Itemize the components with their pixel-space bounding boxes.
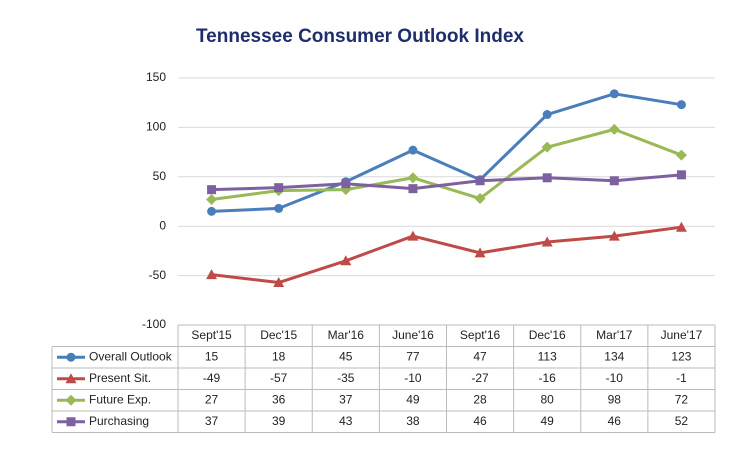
point <box>274 183 284 193</box>
table-value: 47 <box>473 349 487 363</box>
point <box>340 255 352 266</box>
y-tick-label: 100 <box>146 120 166 134</box>
table-value: 113 <box>538 349 557 363</box>
point <box>408 184 418 194</box>
y-tick-label: 0 <box>159 218 166 232</box>
legend-label: Purchasing <box>89 414 149 428</box>
point <box>207 185 217 195</box>
table-value: 18 <box>272 349 286 363</box>
table-value: 134 <box>604 349 624 363</box>
table-value: -57 <box>270 371 288 385</box>
point <box>542 173 552 183</box>
series-line <box>211 92 682 213</box>
legend-label: Present Sit. <box>89 371 151 385</box>
table-value: 98 <box>608 392 622 406</box>
table-value: 38 <box>406 414 420 428</box>
x-tick-label: Mar'16 <box>328 328 365 342</box>
x-tick-label: June'17 <box>661 328 703 342</box>
point <box>341 179 351 189</box>
table-value: -27 <box>471 371 489 385</box>
table-value: 36 <box>272 392 286 406</box>
point <box>609 176 619 186</box>
point <box>675 221 687 232</box>
point <box>608 230 620 241</box>
point <box>608 123 620 135</box>
point <box>66 417 76 427</box>
point <box>408 145 418 155</box>
point <box>542 110 552 120</box>
table-value: -16 <box>539 371 557 385</box>
table-value: -35 <box>337 371 355 385</box>
chart-title: Tennessee Consumer Outlook Index <box>196 26 524 47</box>
x-tick-label: June'16 <box>392 328 434 342</box>
table-value: 52 <box>675 414 689 428</box>
table-value: 80 <box>541 392 555 406</box>
table-value: 39 <box>272 414 286 428</box>
table-value: -10 <box>404 371 422 385</box>
table-value: 27 <box>205 392 219 406</box>
point <box>207 206 217 216</box>
x-tick-label: Sept'16 <box>460 328 501 342</box>
series-line <box>211 127 682 202</box>
point <box>206 194 218 206</box>
point <box>676 170 686 180</box>
point <box>675 149 687 161</box>
point <box>676 100 686 110</box>
y-tick-label: 50 <box>153 169 167 183</box>
point <box>274 203 284 213</box>
table-value: 49 <box>541 414 555 428</box>
table-value: -10 <box>606 371 624 385</box>
point <box>541 141 553 153</box>
point <box>474 193 486 205</box>
series-line <box>211 173 682 192</box>
point <box>407 172 419 184</box>
table-value: 46 <box>608 414 622 428</box>
point <box>407 230 419 241</box>
y-tick-label: -100 <box>142 317 166 331</box>
series-line <box>211 225 682 285</box>
x-tick-label: Sept'15 <box>191 328 232 342</box>
table-value: 15 <box>205 349 219 363</box>
table-value: 77 <box>406 349 420 363</box>
table-value: 123 <box>671 349 691 363</box>
x-tick-label: Mar'17 <box>596 328 633 342</box>
table-value: 45 <box>339 349 353 363</box>
table-value: 49 <box>406 392 420 406</box>
point <box>475 176 485 186</box>
table-value: 43 <box>339 414 353 428</box>
table-value: 72 <box>675 392 689 406</box>
table-value: 37 <box>205 414 219 428</box>
point <box>65 373 77 384</box>
y-tick-label: -50 <box>149 268 167 282</box>
table-value: -49 <box>203 371 221 385</box>
point <box>541 236 553 247</box>
x-tick-label: Dec'16 <box>529 328 566 342</box>
point <box>609 89 619 99</box>
point <box>65 394 77 406</box>
point <box>273 277 285 288</box>
point <box>474 247 486 258</box>
table-value: 46 <box>473 414 487 428</box>
y-tick-label: 150 <box>146 70 166 84</box>
legend-label: Future Exp. <box>89 392 151 406</box>
table-value: -1 <box>676 371 687 385</box>
table-value: 28 <box>473 392 487 406</box>
point <box>66 352 76 362</box>
table-value: 37 <box>339 392 353 406</box>
legend-label: Overall Outlook <box>89 349 173 363</box>
x-tick-label: Dec'15 <box>260 328 297 342</box>
point <box>206 269 218 280</box>
